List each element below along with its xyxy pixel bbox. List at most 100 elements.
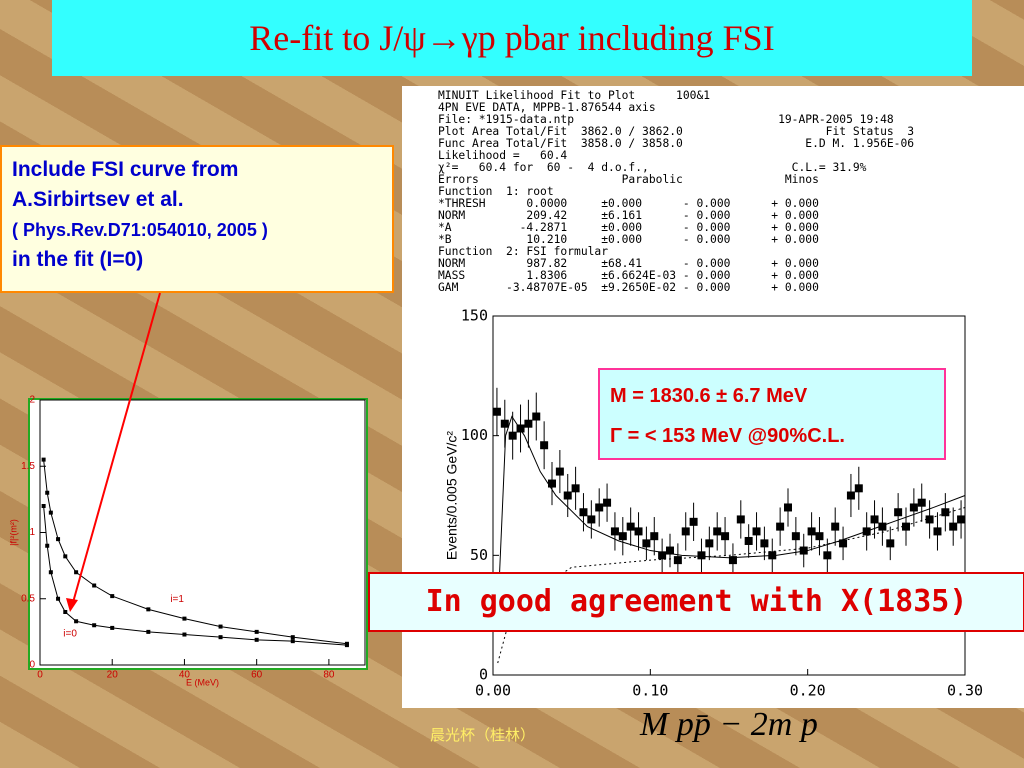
point	[886, 539, 895, 548]
point	[823, 551, 832, 560]
x-tick-label: 60	[251, 670, 263, 681]
point	[839, 539, 848, 548]
point	[658, 551, 667, 560]
point	[721, 532, 730, 541]
width: Γ = < 153 MeV @90%C.L.	[610, 425, 845, 447]
callout-line: Include FSI curve from	[12, 158, 239, 181]
x-axis-label: E (MeV)	[186, 677, 219, 687]
marker	[63, 554, 68, 559]
point	[587, 515, 596, 524]
point	[697, 551, 706, 560]
point	[492, 407, 501, 416]
point	[807, 527, 816, 536]
point	[791, 532, 800, 541]
point	[563, 491, 572, 500]
fit-line: χ²= 60.4 for 60 - 4 d.o.f., C.L.= 31.9%	[438, 161, 867, 174]
mass-box: M = 1830.6 ± 6.7 MeV Γ = < 153 MeV @90%C…	[598, 368, 946, 460]
fit-line: GAM -3.48707E-05 ±9.2650E-02 - 0.000 + 0…	[438, 281, 819, 294]
y-tick-label: 1.5	[21, 461, 35, 472]
series-line	[43, 459, 348, 645]
marker	[110, 625, 115, 630]
point	[650, 532, 659, 541]
marker	[92, 583, 97, 588]
marker	[146, 607, 151, 612]
fit-line: File: *1915-data.ntp 19-APR-2005 19:48	[438, 113, 894, 126]
fit-line: *B 10.210 ±0.000 - 0.000 + 0.000	[438, 233, 819, 246]
arrow-head	[66, 598, 78, 612]
x-tick-label: 0.10	[632, 682, 668, 700]
x-tick-label: 80	[323, 670, 335, 681]
fit-text: MINUIT Likelihood Fit to Plot 100&1 4PN E…	[402, 86, 1024, 294]
point	[579, 508, 588, 517]
point	[713, 527, 722, 536]
marker	[63, 610, 68, 614]
series-label: i=1	[170, 594, 184, 605]
marker	[344, 643, 349, 648]
point	[854, 484, 863, 493]
point	[799, 546, 808, 555]
marker	[290, 635, 295, 640]
y-tick-label: 0	[479, 666, 488, 684]
point	[815, 532, 824, 541]
fit-line: MINUIT Likelihood Fit to Plot 100&1	[438, 89, 711, 102]
marker	[74, 570, 79, 575]
marker	[290, 639, 295, 644]
x-formula: M pp̄ − 2m p	[640, 706, 818, 743]
agreement: In good agreement with X(1835)	[368, 572, 1024, 632]
point	[524, 419, 533, 428]
point	[532, 412, 541, 421]
fit-line: MASS 1.8306 ±6.6624E-03 - 0.000 + 0.000	[438, 269, 819, 282]
fit-line: Func Area Total/Fit 3858.0 / 3858.0 E.D …	[438, 137, 915, 150]
title-bar: Re-fit to J/ψ→γp pbar including FSI	[52, 0, 972, 76]
marker	[56, 596, 61, 601]
point	[902, 522, 910, 531]
fit-line: *THRESH 0.0000 ±0.000 - 0.000 + 0.000	[438, 197, 819, 210]
x-tick-label: 0	[37, 670, 43, 681]
marker	[182, 616, 187, 621]
point	[666, 546, 674, 555]
point	[933, 527, 942, 536]
x-tick-label: 20	[107, 670, 119, 681]
point	[831, 522, 840, 531]
point	[705, 539, 714, 548]
y-axis-label: Events/0.005 GeV/c²	[444, 431, 460, 561]
point	[957, 515, 966, 524]
marker	[45, 543, 50, 548]
marker	[74, 619, 79, 624]
fit-line: NORM 209.42 ±6.161 - 0.000 + 0.000	[438, 209, 819, 222]
title: Re-fit to J/ψ→γp pbar including FSI	[249, 18, 775, 58]
point	[626, 522, 635, 531]
mass: M = 1830.6 ± 6.7 MeV	[610, 385, 808, 407]
point	[595, 503, 604, 512]
point	[689, 517, 698, 526]
fit-line: Likelihood = 60.4	[438, 149, 568, 162]
x-tick-label: 0.20	[790, 682, 826, 700]
point	[736, 515, 745, 524]
marker	[218, 635, 223, 640]
fit-line: Errors Parabolic Minos	[438, 173, 819, 186]
callout-line: in the fit (I=0)	[12, 248, 144, 271]
x-tick-label: 0.30	[947, 682, 983, 700]
footer: 晨光杯（桂林）	[430, 727, 536, 744]
y-tick-label: 1	[29, 527, 35, 538]
marker	[146, 629, 151, 634]
point	[784, 503, 792, 512]
point	[909, 503, 918, 512]
x-tick-label: 40	[179, 670, 191, 681]
marker	[41, 504, 46, 508]
fit-line: 4PN EVE DATA, MPPB-1.876544 axis	[438, 101, 656, 114]
callout-line: A.Sirbirtsev et al.	[12, 188, 184, 211]
point	[846, 491, 855, 500]
series-label: i=0	[63, 629, 77, 640]
point	[760, 539, 769, 548]
marker	[56, 537, 61, 542]
marker	[254, 637, 259, 642]
marker	[41, 457, 46, 462]
plot-area	[39, 399, 366, 666]
point	[870, 515, 879, 524]
point	[941, 508, 950, 517]
fit-line: NORM 987.82 ±68.41 - 0.000 + 0.000	[438, 257, 819, 270]
marker	[45, 490, 50, 495]
